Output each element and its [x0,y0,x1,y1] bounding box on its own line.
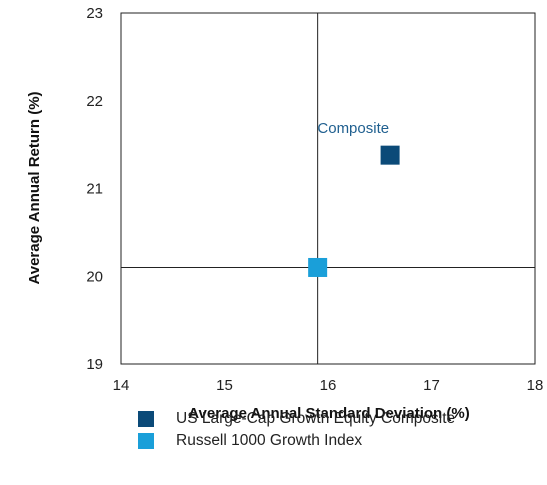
y-tick-label-4: 23 [86,5,103,22]
plot-area-border [120,12,536,365]
x-tick-label-1: 15 [216,377,233,394]
legend-label-index: Russell 1000 Growth Index [176,432,363,449]
annotation-label-0: Composite [317,120,389,137]
legend-swatch-index [138,433,154,449]
y-tick-label-3: 22 [86,93,103,110]
data-point-index [308,257,328,277]
x-axis-title: Average Annual Standard Deviation (%) [188,405,469,422]
legend: US Large-Cap Growth Equity Composite Rus… [138,408,455,452]
x-tick-label-0: 14 [113,377,130,394]
y-tick-label-0: 19 [86,356,103,373]
x-tick-label-3: 17 [423,377,440,394]
legend-swatch-composite [138,411,154,427]
x-tick-label-2: 16 [320,377,337,394]
y-tick-label-1: 20 [86,268,103,285]
y-tick-label-2: 21 [86,181,103,198]
x-tick-label-4: 18 [527,377,544,394]
y-axis-title: Average Annual Return (%) [26,91,43,284]
legend-item-composite: US Large-Cap Growth Equity Composite [138,408,455,430]
legend-item-index: Russell 1000 Growth Index [138,430,455,452]
data-point-composite [380,145,400,165]
legend-label-composite: US Large-Cap Growth Equity Composite [176,410,456,427]
